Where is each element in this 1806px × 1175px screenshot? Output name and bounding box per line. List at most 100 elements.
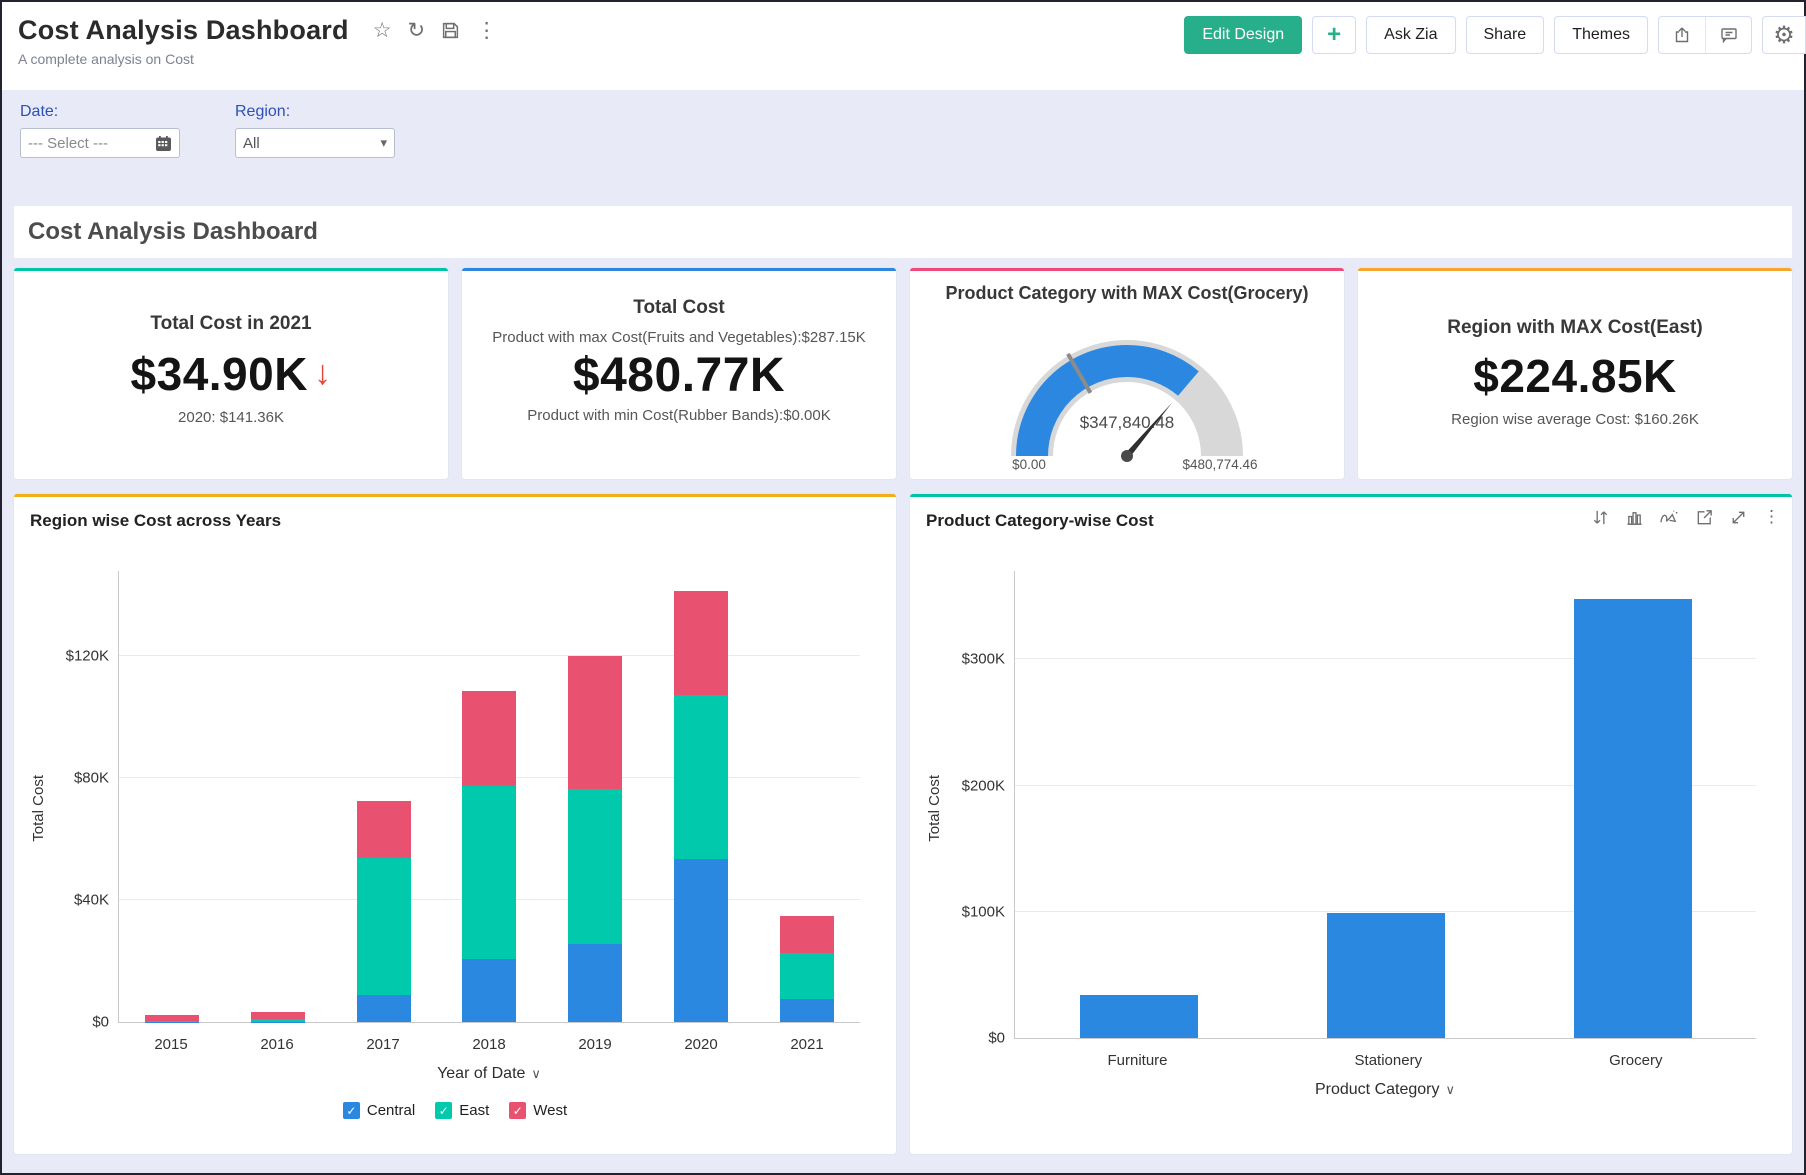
gridline	[1015, 658, 1756, 660]
expand-icon[interactable]	[1729, 508, 1748, 527]
y-tick-label: $300K	[961, 650, 1005, 668]
bar-2018[interactable]	[462, 690, 517, 1022]
refresh-icon[interactable]: ↻	[407, 19, 426, 42]
bar-segment-central-2019[interactable]	[568, 943, 623, 1022]
gauge-chart[interactable]: $347,840.48 $0.00 $480,774.46	[910, 306, 1344, 479]
x-tick-label-grocery: Grocery	[1609, 1052, 1663, 1069]
legend-item-central[interactable]: ✓ Central	[342, 1102, 415, 1119]
bar-segment-east-2020[interactable]	[674, 694, 729, 859]
dashboard-section-band: Cost Analysis Dashboard	[14, 206, 1792, 258]
date-filter-input[interactable]: --- Select ---	[20, 128, 180, 158]
bar-Grocery[interactable]	[1573, 598, 1692, 1038]
date-filter-label: Date:	[20, 103, 59, 120]
settings-gear-icon[interactable]: ⚙	[1762, 16, 1806, 54]
kpi-average-line: Region wise average Cost: $160.26K	[1451, 411, 1699, 428]
app-title: Cost Analysis Dashboard	[18, 15, 349, 45]
bar-2019[interactable]	[568, 656, 623, 1022]
save-icon[interactable]	[441, 21, 460, 40]
bar-segment-west-2020[interactable]	[674, 591, 729, 695]
x-axis-title-text: Year of Date	[437, 1065, 526, 1082]
ask-zia-button[interactable]: Ask Zia	[1366, 16, 1456, 54]
legend-item-east[interactable]: ✓ East	[435, 1102, 489, 1119]
comments-button[interactable]	[1705, 17, 1751, 53]
x-tick-label-2018: 2018	[472, 1036, 506, 1053]
chart-card-product-category-cost: ⋮ Product Category-wise Cost Total Cost $…	[910, 494, 1792, 1154]
chart-toolbar: ⋮	[1591, 507, 1780, 527]
share-button[interactable]: Share	[1465, 16, 1545, 54]
themes-button[interactable]: Themes	[1554, 16, 1648, 54]
bar-segment-west-2018[interactable]	[462, 690, 517, 786]
y-tick-label: $0	[92, 1013, 109, 1031]
bar-2020[interactable]	[674, 591, 729, 1022]
bar-segment-east-2019[interactable]	[568, 788, 623, 944]
region-filter-select[interactable]: All ▾	[235, 128, 395, 158]
bar-2015[interactable]	[144, 1015, 199, 1022]
gridline	[119, 655, 860, 657]
more-options-icon[interactable]: ⋮	[476, 19, 498, 42]
kpi-card-total-cost[interactable]: Total Cost Product with max Cost(Fruits …	[462, 268, 896, 479]
favorite-star-icon[interactable]: ☆	[372, 19, 392, 42]
trend-down-icon: ↓	[313, 354, 332, 392]
gauge-min-label: $0.00	[1012, 457, 1046, 472]
bar-2021[interactable]	[779, 915, 834, 1022]
chart-type-icon[interactable]	[1625, 508, 1644, 527]
bar-Furniture[interactable]	[1079, 994, 1198, 1038]
bar-segment-total cost-Stationery[interactable]	[1326, 913, 1445, 1038]
bar-segment-west-2017[interactable]	[356, 801, 411, 858]
bar-segment-central-2020[interactable]	[674, 858, 729, 1022]
zia-insights-icon[interactable]	[1659, 508, 1680, 527]
chevron-down-icon[interactable]: ∨	[531, 1066, 541, 1081]
edit-design-button[interactable]: Edit Design	[1184, 16, 1303, 54]
x-tick-label-stationery: Stationery	[1354, 1052, 1423, 1069]
bars-container	[1015, 571, 1756, 1038]
bar-segment-east-2021[interactable]	[779, 952, 834, 999]
bar-segment-central-2021[interactable]	[779, 998, 834, 1022]
gauge-card-max-category[interactable]: Product Category with MAX Cost(Grocery) …	[910, 268, 1344, 479]
region-filter-value: All	[243, 134, 260, 152]
bar-2016[interactable]	[250, 1011, 305, 1022]
gauge-title: Product Category with MAX Cost(Grocery)	[945, 283, 1309, 303]
bar-2017[interactable]	[356, 801, 411, 1022]
y-tick-label: $120K	[65, 647, 109, 665]
chart-more-options-icon[interactable]: ⋮	[1763, 507, 1780, 526]
y-tick-label: $200K	[961, 777, 1005, 795]
bar-chart-product-category: Total Cost $0 $100K $200K $300K Furniture Stat…	[926, 535, 1776, 1135]
bar-segment-total cost-Furniture[interactable]	[1079, 994, 1198, 1038]
x-axis-title[interactable]: Year of Date ∨	[118, 1065, 860, 1083]
open-in-new-icon[interactable]	[1695, 508, 1714, 527]
bar-segment-east-2015[interactable]	[144, 1021, 199, 1022]
kpi-card-total-2021[interactable]: Total Cost in 2021 $34.90K ↓ 2020: $141.3…	[14, 268, 448, 479]
bar-segment-west-2015[interactable]	[144, 1015, 199, 1022]
chevron-down-icon[interactable]: ∨	[1445, 1082, 1456, 1097]
y-axis-title: Total Cost	[926, 775, 943, 842]
bar-segment-west-2016[interactable]	[250, 1011, 305, 1019]
legend-checkbox-east[interactable]: ✓	[435, 1102, 453, 1119]
kpi-value: $224.85K	[1473, 350, 1677, 402]
kpi-value: $34.90K ↓	[130, 348, 332, 400]
date-filter-value: --- Select ---	[28, 134, 108, 152]
bar-segment-west-2019[interactable]	[568, 656, 623, 789]
x-axis-title[interactable]: Product Category ∨	[1014, 1081, 1756, 1099]
kpi-title: Total Cost in 2021	[150, 313, 312, 334]
x-tick-label-2019: 2019	[578, 1036, 612, 1053]
bar-segment-east-2016[interactable]	[250, 1018, 305, 1022]
bar-Stationery[interactable]	[1326, 913, 1445, 1038]
y-axis-title: Total Cost	[30, 775, 47, 842]
export-button[interactable]	[1659, 17, 1705, 53]
sort-icon[interactable]	[1591, 508, 1610, 527]
legend-checkbox-west[interactable]: ✓	[509, 1102, 527, 1119]
y-tick-label: $40K	[73, 891, 109, 909]
bar-segment-west-2021[interactable]	[779, 915, 834, 953]
kpi-card-region-max[interactable]: Region with MAX Cost(East) $224.85K Regi…	[1358, 268, 1792, 479]
bar-segment-central-2018[interactable]	[462, 959, 517, 1022]
calendar-icon[interactable]	[155, 135, 172, 152]
bar-segment-east-2017[interactable]	[356, 857, 411, 996]
region-filter-label: Region:	[235, 103, 291, 120]
bar-segment-total cost-Grocery[interactable]	[1573, 598, 1692, 1038]
bar-segment-central-2017[interactable]	[356, 995, 411, 1022]
legend-checkbox-central[interactable]: ✓	[342, 1102, 360, 1119]
bar-segment-east-2018[interactable]	[462, 785, 517, 960]
add-button[interactable]: +	[1312, 16, 1357, 54]
x-tick-label-furniture: Furniture	[1107, 1052, 1168, 1069]
legend-item-west[interactable]: ✓ West	[509, 1102, 567, 1119]
